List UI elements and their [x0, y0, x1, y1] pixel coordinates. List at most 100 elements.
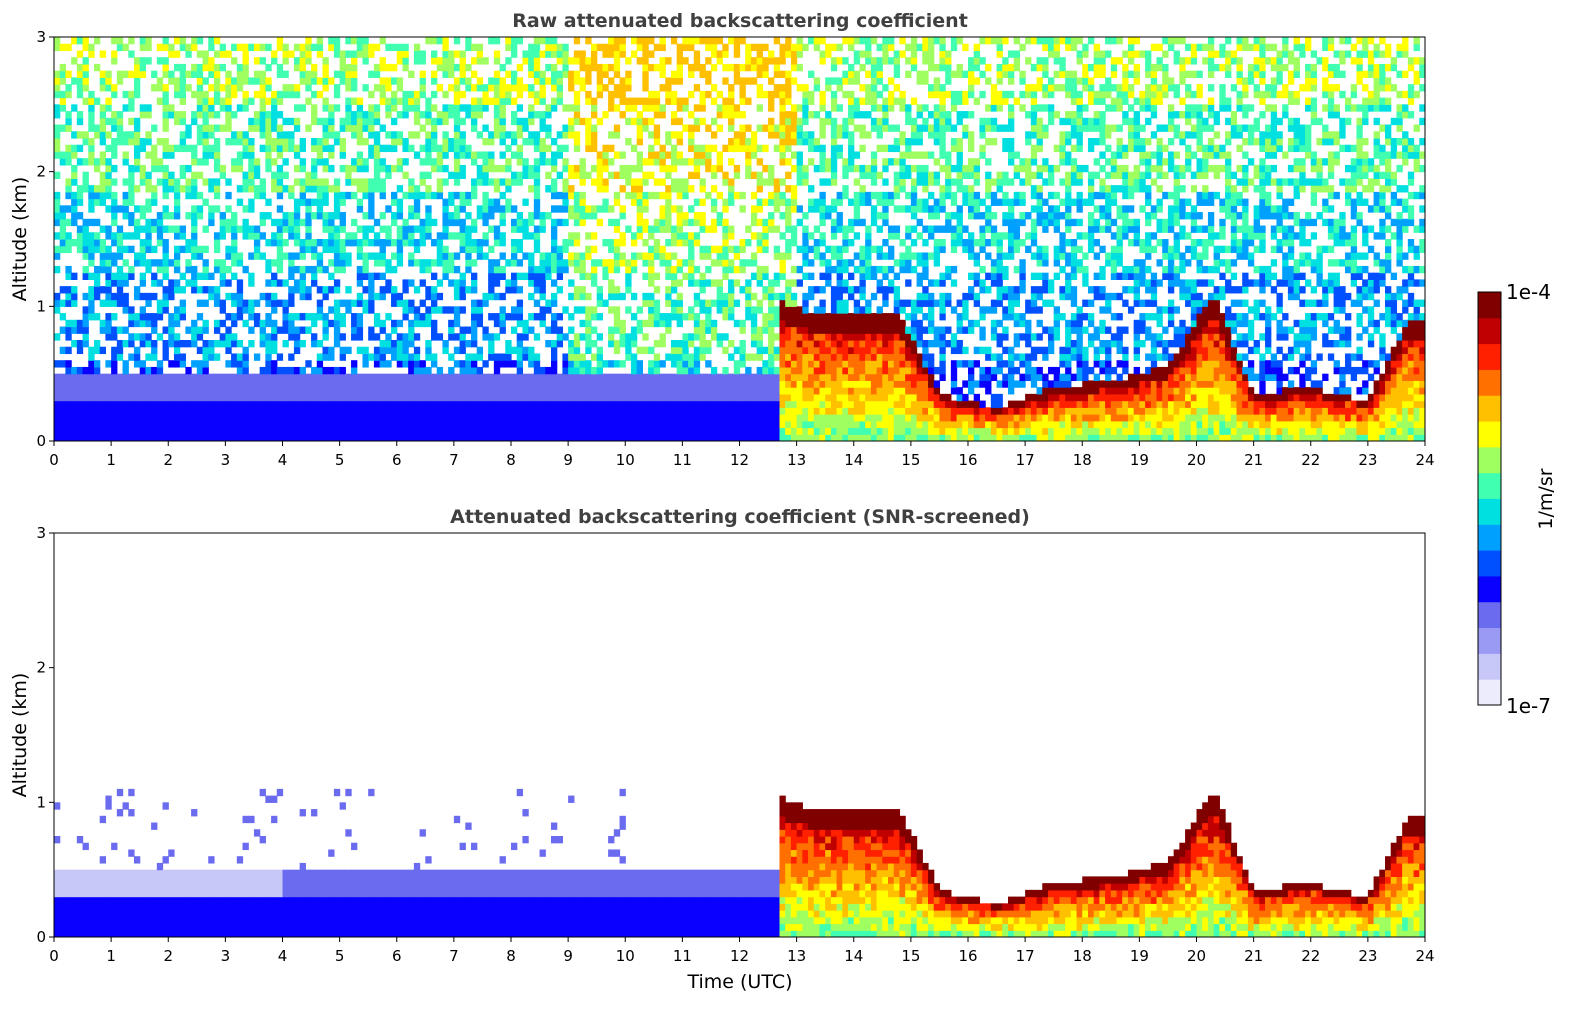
- heatmap-cell: [453, 319, 461, 328]
- heatmap-cell: [476, 50, 484, 58]
- heatmap-cell: [116, 286, 124, 294]
- heatmap-cell: [213, 37, 221, 45]
- heatmap-cell: [625, 84, 632, 92]
- heatmap-cell: [242, 144, 249, 153]
- heatmap-cell: [116, 205, 124, 213]
- heatmap-cell: [196, 158, 204, 166]
- heatmap-cell: [562, 43, 569, 52]
- heatmap-cell: [636, 178, 643, 186]
- heatmap-cell: [630, 340, 638, 348]
- heatmap-cell: [573, 340, 581, 348]
- heatmap-cell: [282, 43, 289, 52]
- heatmap-cell: [242, 366, 249, 375]
- heatmap-cell: [665, 313, 672, 321]
- heatmap-cell: [642, 84, 649, 92]
- heatmap-cell: [670, 131, 678, 139]
- heatmap-cell: [293, 239, 301, 247]
- heatmap-cell: [362, 50, 369, 58]
- heatmap-cell: [145, 43, 152, 52]
- heatmap-cell: [442, 104, 449, 112]
- heatmap-cell: [396, 77, 404, 85]
- heatmap-cell: [699, 353, 706, 361]
- heatmap-cell: [585, 292, 592, 301]
- heatmap-cell: [596, 151, 603, 159]
- heatmap-cell: [322, 393, 329, 402]
- heatmap-cell: [802, 178, 809, 186]
- heatmap-cell: [448, 212, 455, 220]
- heatmap-cell: [88, 205, 95, 213]
- heatmap-cell: [596, 346, 603, 355]
- heatmap-cell: [613, 124, 621, 132]
- heatmap-cell: [528, 63, 535, 72]
- heatmap-cell: [93, 346, 101, 355]
- heatmap-cell: [648, 319, 655, 328]
- heatmap-cell: [516, 380, 524, 388]
- heatmap-cell: [653, 97, 661, 105]
- heatmap-cell: [659, 191, 666, 200]
- heatmap-cell: [259, 292, 266, 301]
- heatmap-cell: [116, 138, 124, 146]
- heatmap-cell: [185, 326, 192, 334]
- heatmap-cell: [425, 306, 432, 314]
- heatmap-cell: [88, 400, 95, 408]
- heatmap-cell: [471, 420, 478, 429]
- heatmap-cell: [65, 151, 72, 159]
- heatmap-cell: [471, 319, 478, 328]
- heatmap-cell: [202, 420, 209, 429]
- heatmap-cell: [345, 84, 352, 92]
- heatmap-cell: [619, 185, 626, 193]
- heatmap-cell: [288, 407, 295, 415]
- heatmap-cell: [613, 346, 621, 355]
- heatmap-cell: [413, 104, 421, 112]
- heatmap-cell: [722, 393, 729, 402]
- heatmap-cell: [185, 191, 192, 200]
- heatmap-cell: [579, 117, 586, 126]
- heatmap-cell: [328, 366, 335, 375]
- heatmap-cell: [168, 279, 175, 287]
- heatmap-cell: [659, 144, 666, 153]
- heatmap-cell: [122, 292, 129, 301]
- heatmap-cell: [282, 131, 289, 139]
- heatmap-cell: [568, 414, 575, 422]
- heatmap-cell: [128, 131, 135, 139]
- heatmap-cell: [191, 333, 198, 341]
- heatmap-cell: [122, 414, 129, 422]
- heatmap-cell: [111, 138, 118, 146]
- heatmap-cell: [556, 326, 564, 334]
- heatmap-cell: [659, 158, 666, 166]
- heatmap-cell: [93, 387, 101, 395]
- heatmap-cell: [665, 380, 672, 388]
- heatmap-cell: [259, 380, 266, 388]
- heatmap-cell: [619, 212, 626, 220]
- heatmap-cell: [156, 239, 164, 247]
- heatmap-cell: [465, 212, 472, 220]
- heatmap-cell: [568, 393, 575, 402]
- heatmap-cell: [368, 50, 375, 58]
- heatmap-cell: [676, 346, 683, 355]
- heatmap-cell: [505, 400, 512, 408]
- heatmap-cell: [710, 420, 718, 429]
- heatmap-cell: [322, 313, 329, 321]
- heatmap-cell: [493, 111, 501, 119]
- heatmap-cell: [790, 57, 798, 65]
- heatmap-cell: [590, 111, 598, 119]
- heatmap-cell: [562, 434, 569, 441]
- heatmap-cell: [676, 387, 683, 395]
- heatmap-cell: [413, 50, 421, 58]
- heatmap-cell: [653, 90, 661, 99]
- heatmap-cell: [242, 104, 249, 112]
- heatmap-cell: [253, 319, 261, 328]
- heatmap-cell: [82, 306, 89, 314]
- heatmap-cell: [293, 205, 301, 213]
- heatmap-cell: [728, 400, 735, 408]
- heatmap-cell: [630, 400, 638, 408]
- heatmap-cell: [105, 259, 112, 267]
- heatmap-cell: [642, 333, 649, 341]
- heatmap-cell: [391, 400, 398, 408]
- heatmap-cell: [642, 427, 649, 435]
- heatmap-cell: [419, 299, 426, 307]
- heatmap-cell: [596, 380, 603, 388]
- heatmap-cell: [785, 252, 792, 260]
- heatmap-cell: [431, 117, 438, 126]
- heatmap-cell: [545, 400, 552, 408]
